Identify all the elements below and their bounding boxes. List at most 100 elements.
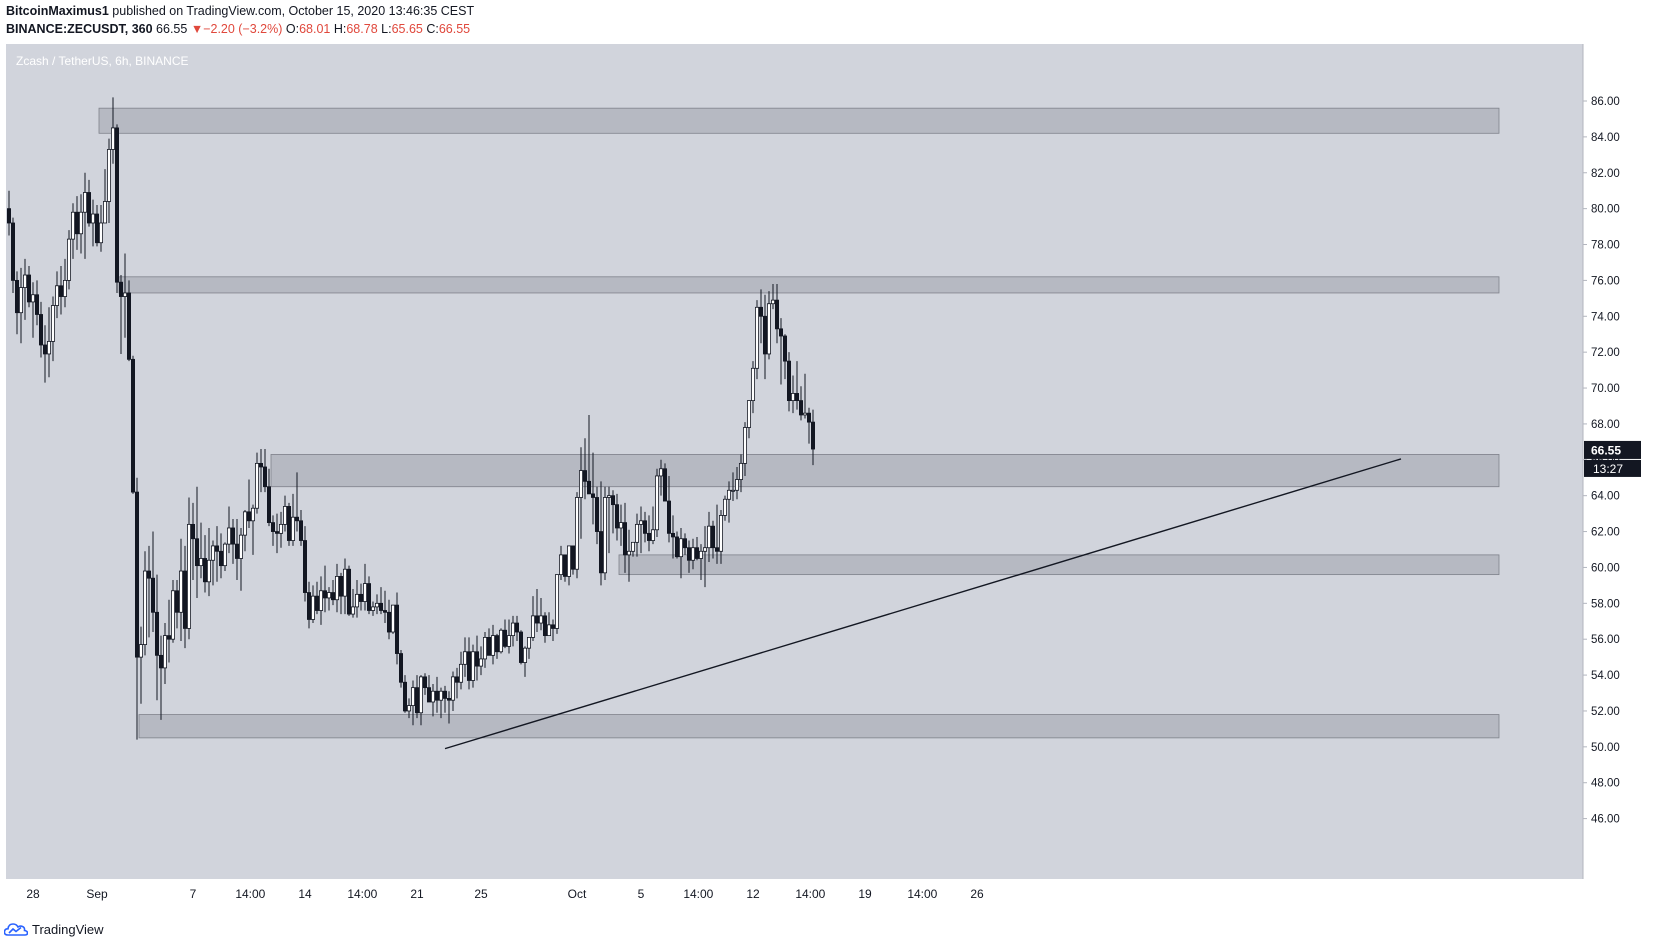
candle-68[interactable] (278, 511, 283, 548)
candle-190[interactable] (767, 291, 772, 360)
candle-139[interactable] (563, 554, 568, 582)
candle-18[interactable] (79, 194, 84, 254)
candle-120[interactable] (486, 628, 491, 656)
candle-148[interactable] (599, 481, 604, 586)
candle-64[interactable] (262, 449, 267, 493)
candle-26[interactable] (111, 97, 116, 164)
candle-0[interactable] (7, 190, 12, 236)
candle-95[interactable] (386, 599, 391, 640)
candle-153[interactable] (619, 504, 624, 546)
candle-61[interactable] (250, 504, 255, 555)
candle-82[interactable] (334, 563, 339, 613)
candle-141[interactable] (571, 545, 576, 575)
candle-134[interactable] (543, 612, 548, 643)
candle-2[interactable] (14, 271, 19, 335)
candle-43[interactable] (178, 538, 183, 641)
candle-92[interactable] (374, 594, 379, 615)
candle-46[interactable] (190, 502, 195, 580)
candle-193[interactable] (779, 318, 784, 385)
candle-145[interactable] (587, 414, 592, 495)
candle-34[interactable] (142, 551, 147, 656)
candle-4[interactable] (22, 258, 27, 320)
candle-80[interactable] (326, 587, 331, 611)
candle-100[interactable] (406, 698, 411, 719)
candle-50[interactable] (206, 527, 211, 597)
candle-132[interactable] (535, 588, 540, 633)
candle-98[interactable] (398, 649, 403, 688)
candle-184[interactable] (743, 422, 748, 476)
candle-87[interactable] (354, 579, 359, 618)
candle-28[interactable] (119, 275, 124, 354)
candle-12[interactable] (55, 271, 60, 319)
candle-150[interactable] (607, 486, 612, 554)
candle-164[interactable] (663, 463, 668, 502)
candle-117[interactable] (474, 635, 479, 681)
candle-158[interactable] (639, 506, 644, 554)
zone-2[interactable] (270, 454, 1500, 488)
candle-102[interactable] (414, 675, 419, 719)
candle-47[interactable] (194, 486, 199, 598)
candle-33[interactable] (138, 626, 143, 704)
candle-177[interactable] (715, 504, 720, 564)
chart-plot-area[interactable] (6, 44, 1583, 879)
candle-9[interactable] (43, 325, 48, 383)
candle-49[interactable] (202, 535, 207, 593)
candle-65[interactable] (266, 468, 271, 527)
candle-116[interactable] (470, 644, 475, 688)
candle-23[interactable] (99, 205, 104, 252)
candle-75[interactable] (306, 581, 311, 629)
candle-48[interactable] (198, 522, 203, 579)
candle-165[interactable] (667, 475, 672, 543)
candle-77[interactable] (314, 581, 319, 615)
candle-105[interactable] (426, 675, 431, 703)
candle-59[interactable] (242, 510, 247, 552)
trendline[interactable] (444, 458, 1402, 750)
candle-163[interactable] (659, 459, 664, 496)
candle-176[interactable] (711, 520, 716, 559)
candle-62[interactable] (254, 452, 259, 514)
candle-60[interactable] (246, 479, 251, 528)
candle-56[interactable] (230, 519, 235, 564)
candle-126[interactable] (510, 615, 515, 647)
candle-70[interactable] (286, 502, 291, 546)
candle-20[interactable] (87, 179, 92, 227)
candle-55[interactable] (226, 506, 231, 554)
candle-5[interactable] (26, 266, 31, 308)
candle-42[interactable] (174, 579, 179, 629)
candle-44[interactable] (182, 545, 187, 649)
candle-189[interactable] (763, 294, 768, 380)
candle-169[interactable] (683, 533, 688, 555)
candle-198[interactable] (799, 386, 804, 421)
candle-93[interactable] (378, 587, 383, 615)
candle-85[interactable] (346, 565, 351, 616)
candle-159[interactable] (643, 511, 648, 543)
candle-188[interactable] (759, 289, 764, 344)
candle-63[interactable] (258, 449, 263, 493)
candle-149[interactable] (603, 486, 608, 580)
candle-191[interactable] (771, 283, 776, 310)
candle-119[interactable] (482, 632, 487, 668)
candle-183[interactable] (739, 454, 744, 493)
candle-74[interactable] (302, 526, 307, 602)
candle-37[interactable] (154, 574, 159, 701)
candle-97[interactable] (394, 592, 399, 665)
candle-171[interactable] (691, 538, 696, 570)
candle-108[interactable] (438, 687, 443, 719)
candle-144[interactable] (583, 438, 588, 500)
candle-19[interactable] (83, 172, 88, 259)
candle-160[interactable] (647, 515, 652, 552)
candle-121[interactable] (490, 624, 495, 665)
candle-142[interactable] (575, 492, 580, 579)
candle-25[interactable] (107, 138, 112, 223)
candle-72[interactable] (294, 472, 299, 532)
candle-155[interactable] (627, 529, 632, 582)
candle-201[interactable] (811, 409, 816, 466)
candle-13[interactable] (59, 266, 64, 315)
candle-161[interactable] (651, 506, 656, 545)
candle-168[interactable] (679, 527, 684, 579)
candle-143[interactable] (579, 447, 584, 539)
candle-30[interactable] (127, 280, 132, 362)
candle-146[interactable] (591, 452, 596, 525)
candle-58[interactable] (238, 527, 243, 591)
